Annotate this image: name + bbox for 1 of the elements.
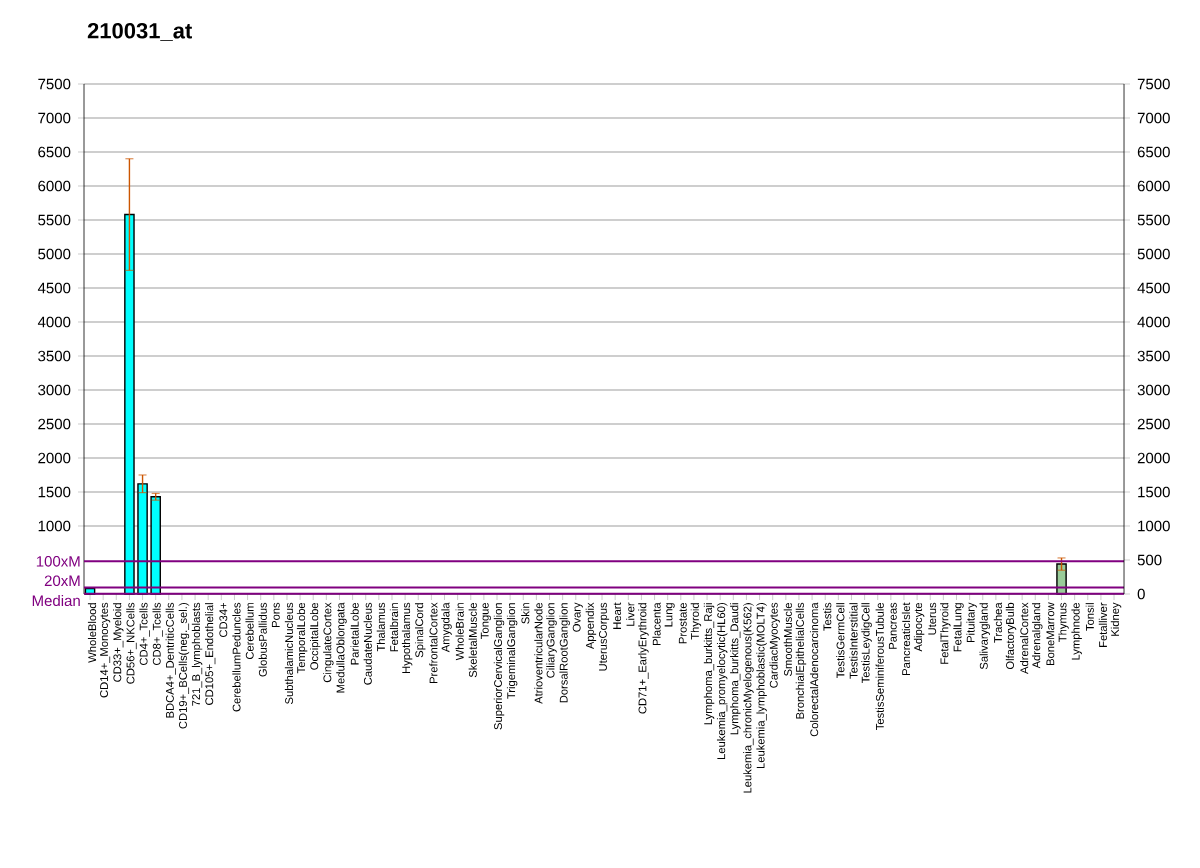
chart-title: 210031_at <box>87 22 192 42</box>
